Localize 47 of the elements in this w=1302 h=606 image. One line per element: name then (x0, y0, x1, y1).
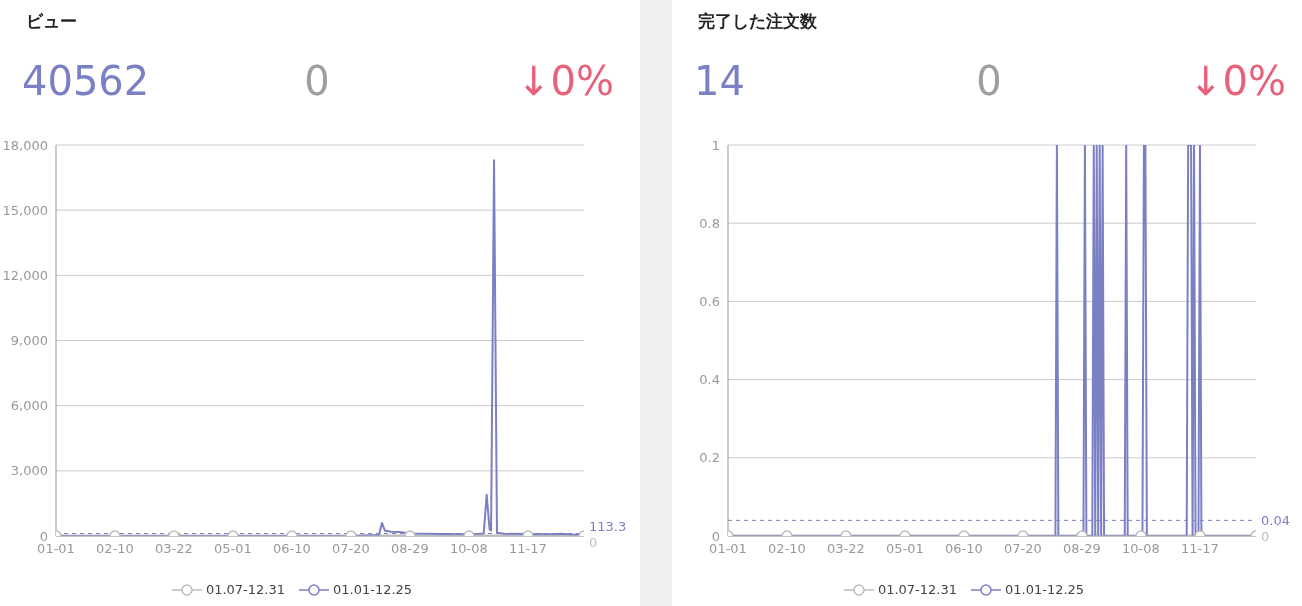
chart-title: 完了した注文数 (698, 10, 817, 33)
x-tick-label: 10-08 (450, 541, 488, 557)
x-tick-label: 11-17 (1181, 541, 1219, 557)
y-tick-label: 0 (39, 528, 48, 544)
x-tick-label: 01-01 (37, 541, 75, 557)
legend-label: 01.01-12.25 (333, 582, 413, 597)
y-tick-label: 0.6 (699, 294, 720, 310)
y-tick-label: 6,000 (10, 398, 48, 414)
ref-line-label: 0 (1261, 528, 1270, 544)
ref-line-label: 0.04 (1261, 512, 1290, 528)
y-tick-label: 0.8 (699, 215, 720, 231)
text: ↓0% (1188, 58, 1286, 104)
y-tick-label: 15,000 (2, 202, 48, 218)
text: 0 (975, 58, 1003, 104)
x-tick-label: 05-01 (886, 541, 924, 557)
y-tick-label: 1 (711, 137, 720, 153)
x-tick-label: 06-10 (273, 541, 311, 557)
text: 0 (303, 58, 331, 104)
y-tick-label: 18,000 (2, 137, 48, 153)
y-tick-label: 12,000 (2, 267, 48, 283)
x-tick-label: 08-29 (391, 541, 429, 557)
chart-title: ビュー (26, 10, 77, 33)
y-tick-label: 0 (711, 528, 720, 544)
x-tick-label: 01-01 (709, 541, 747, 557)
x-tick-label: 03-22 (827, 541, 865, 557)
ref-line-label: 113.3 (589, 519, 627, 535)
x-tick-label: 10-08 (1122, 541, 1160, 557)
x-tick-label: 07-20 (1004, 541, 1042, 557)
y-tick-label: 9,000 (10, 333, 48, 349)
ref-line-label: 0 (589, 534, 598, 550)
text: ↓0% (516, 58, 614, 104)
legend-label: 01.07-12.31 (205, 582, 285, 597)
x-tick-label: 06-10 (945, 541, 983, 557)
x-tick-label: 05-01 (214, 541, 252, 557)
x-tick-label: 11-17 (509, 541, 547, 557)
text: 40562 (22, 58, 151, 104)
legend-label: 01.07-12.31 (877, 582, 957, 597)
x-tick-label: 03-22 (155, 541, 193, 557)
x-tick-label: 08-29 (1063, 541, 1101, 557)
x-tick-label: 02-10 (96, 541, 134, 557)
x-tick-label: 07-20 (332, 541, 370, 557)
y-tick-label: 0.2 (699, 450, 720, 466)
legend-label: 01.01-12.25 (1005, 582, 1085, 597)
y-tick-label: 3,000 (10, 463, 48, 479)
text: 14 (694, 58, 746, 104)
x-tick-label: 02-10 (768, 541, 806, 557)
y-tick-label: 0.4 (699, 372, 720, 388)
